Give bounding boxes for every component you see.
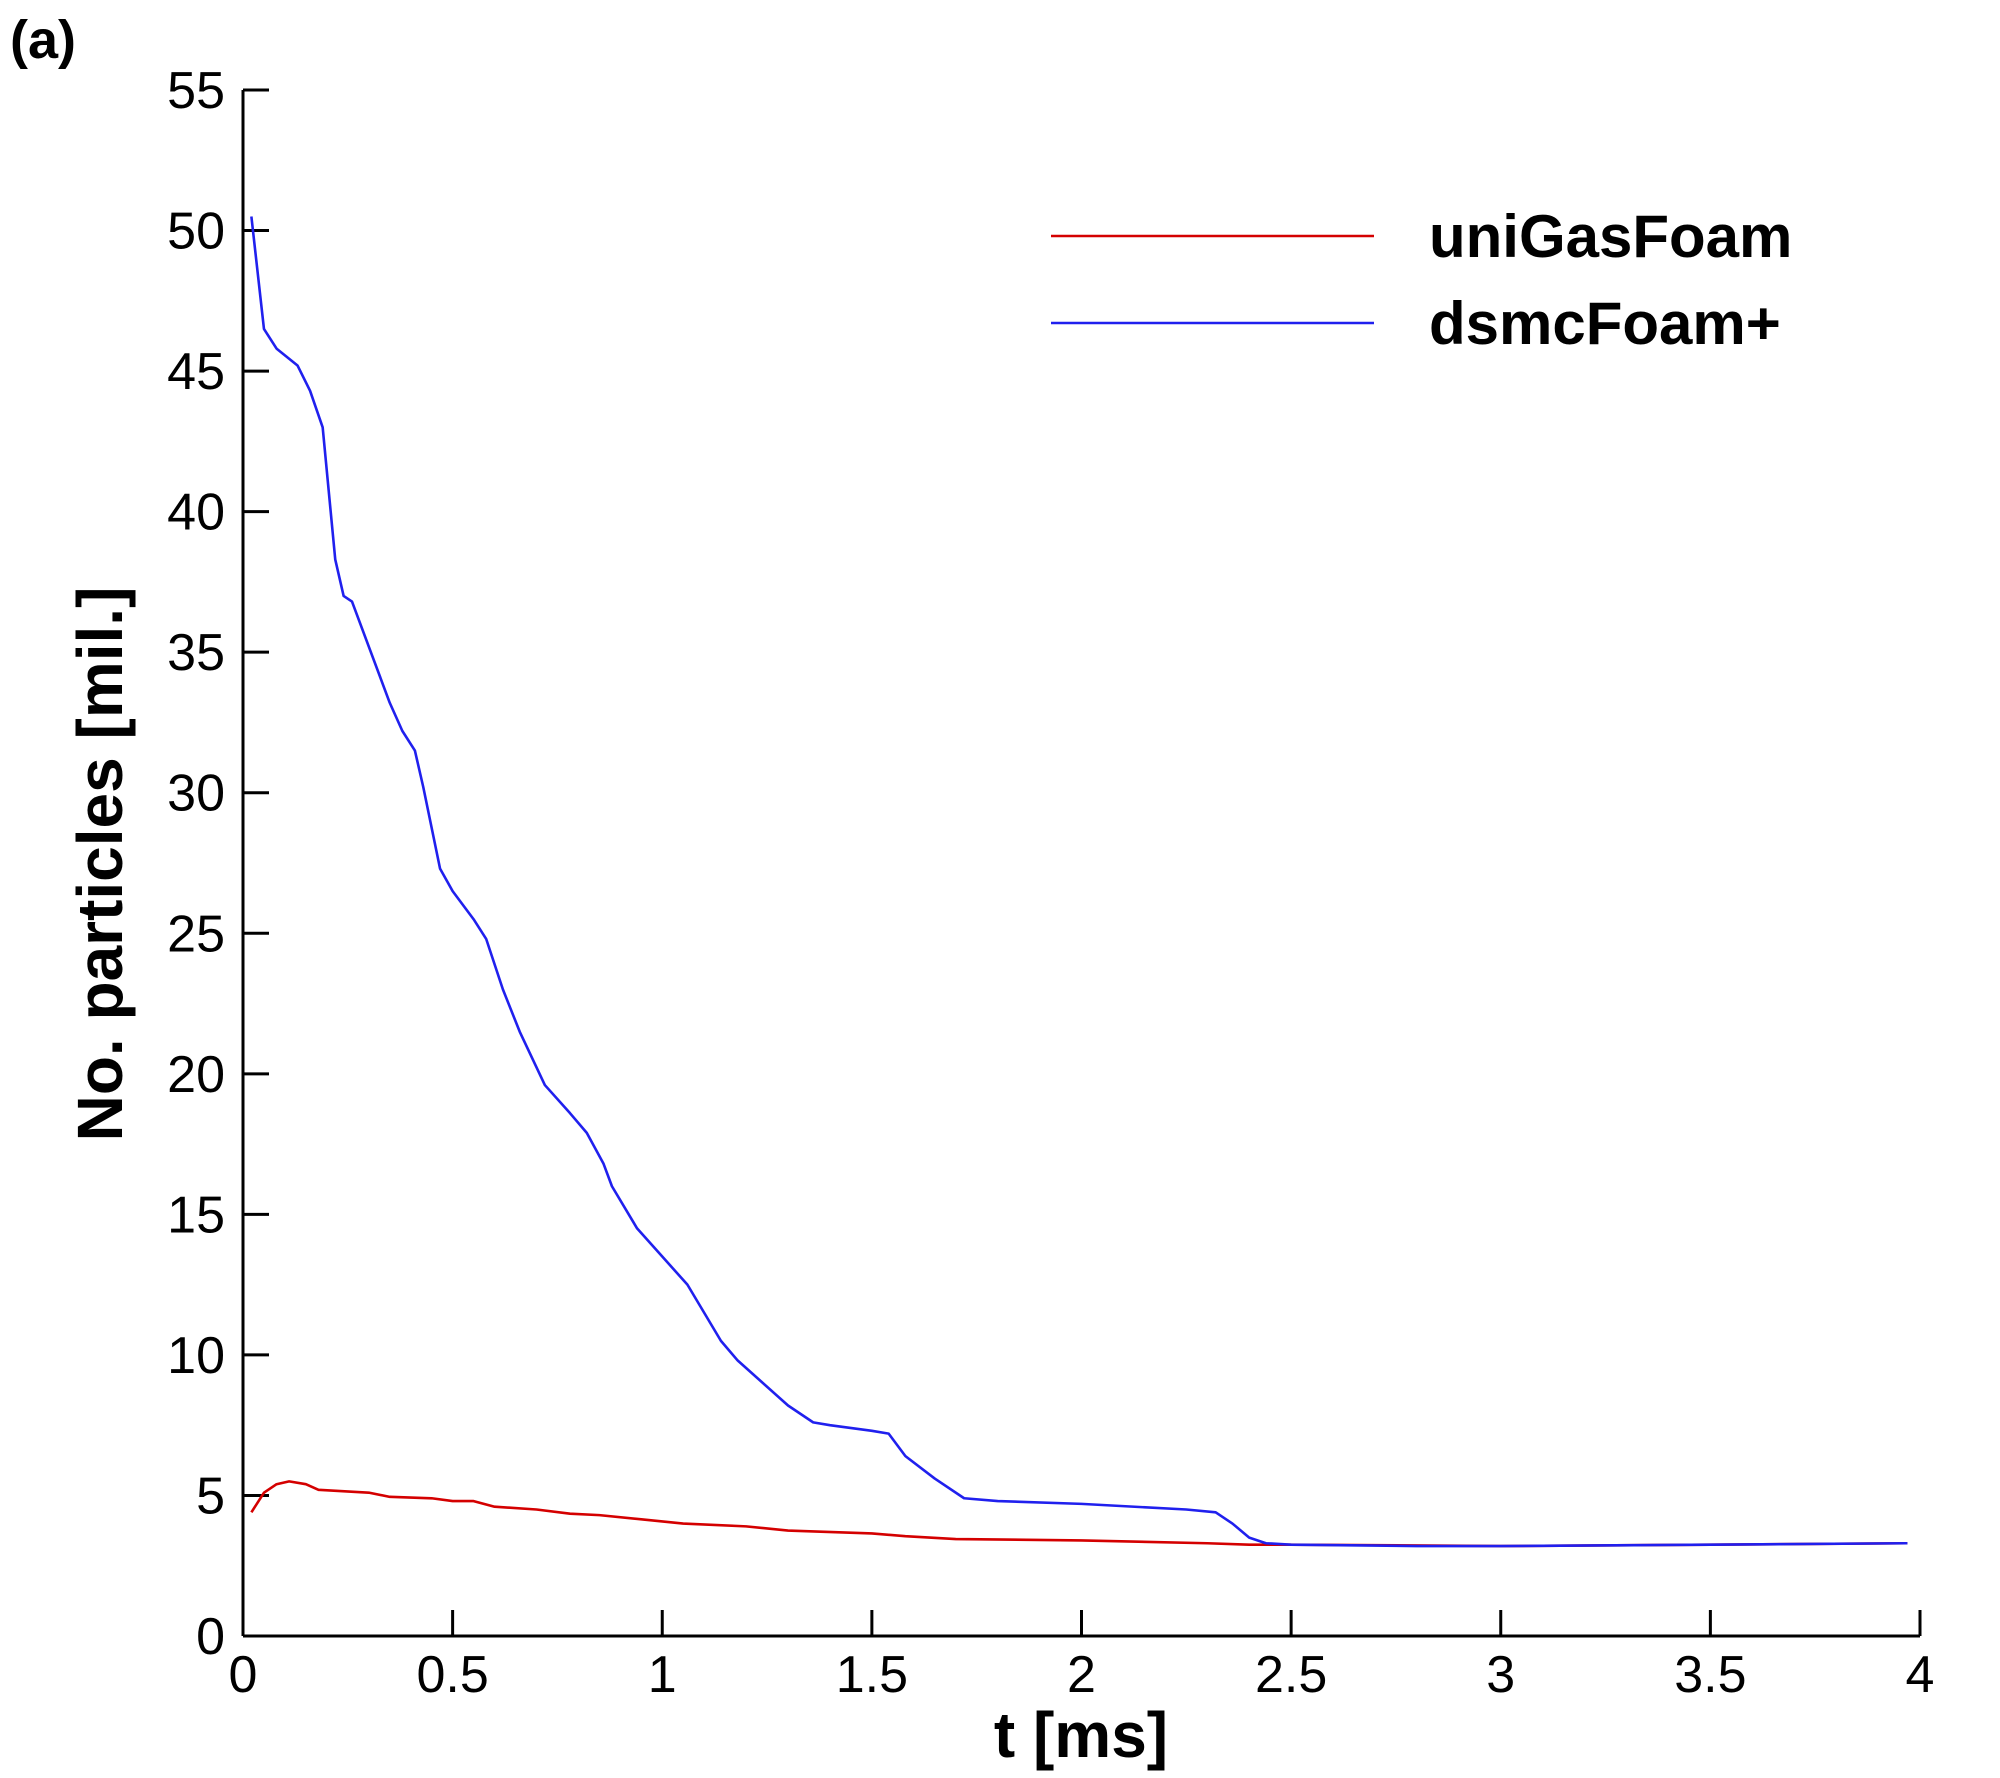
x-tick-label: 0 <box>229 1646 258 1704</box>
y-tick-label: 40 <box>167 484 225 542</box>
legend-label: uniGasFoam <box>1429 203 1792 270</box>
y-tick-label: 15 <box>167 1186 225 1244</box>
y-tick-label: 30 <box>167 765 225 823</box>
y-tick-label: 50 <box>167 203 225 261</box>
x-tick-label: 0.5 <box>416 1646 488 1704</box>
x-tick-label: 1.5 <box>836 1646 908 1704</box>
x-tick-label: 4 <box>1906 1646 1935 1704</box>
y-tick-label: 10 <box>167 1327 225 1385</box>
y-tick-label: 25 <box>167 905 225 963</box>
y-tick-label: 20 <box>167 1046 225 1104</box>
x-tick-label: 3 <box>1486 1646 1515 1704</box>
legend-label: dsmcFoam+ <box>1429 290 1781 357</box>
y-tick-label: 5 <box>196 1467 225 1525</box>
series-line <box>250 216 1908 1548</box>
x-tick-label: 1 <box>648 1646 677 1704</box>
x-tick-label: 2.5 <box>1255 1646 1327 1704</box>
y-tick-label: 35 <box>167 624 225 682</box>
y-axis-title: No. particles [mil.] <box>64 587 136 1142</box>
y-tick-label: 45 <box>167 343 225 401</box>
panel-label: (a) <box>10 10 76 70</box>
x-axis-title: t [ms] <box>994 1699 1168 1771</box>
y-tick-label: 0 <box>196 1608 225 1666</box>
x-tick-label: 2 <box>1067 1646 1096 1704</box>
series-line <box>250 1480 1908 1548</box>
x-tick-label: 3.5 <box>1674 1646 1746 1704</box>
y-tick-label: 55 <box>167 62 225 120</box>
